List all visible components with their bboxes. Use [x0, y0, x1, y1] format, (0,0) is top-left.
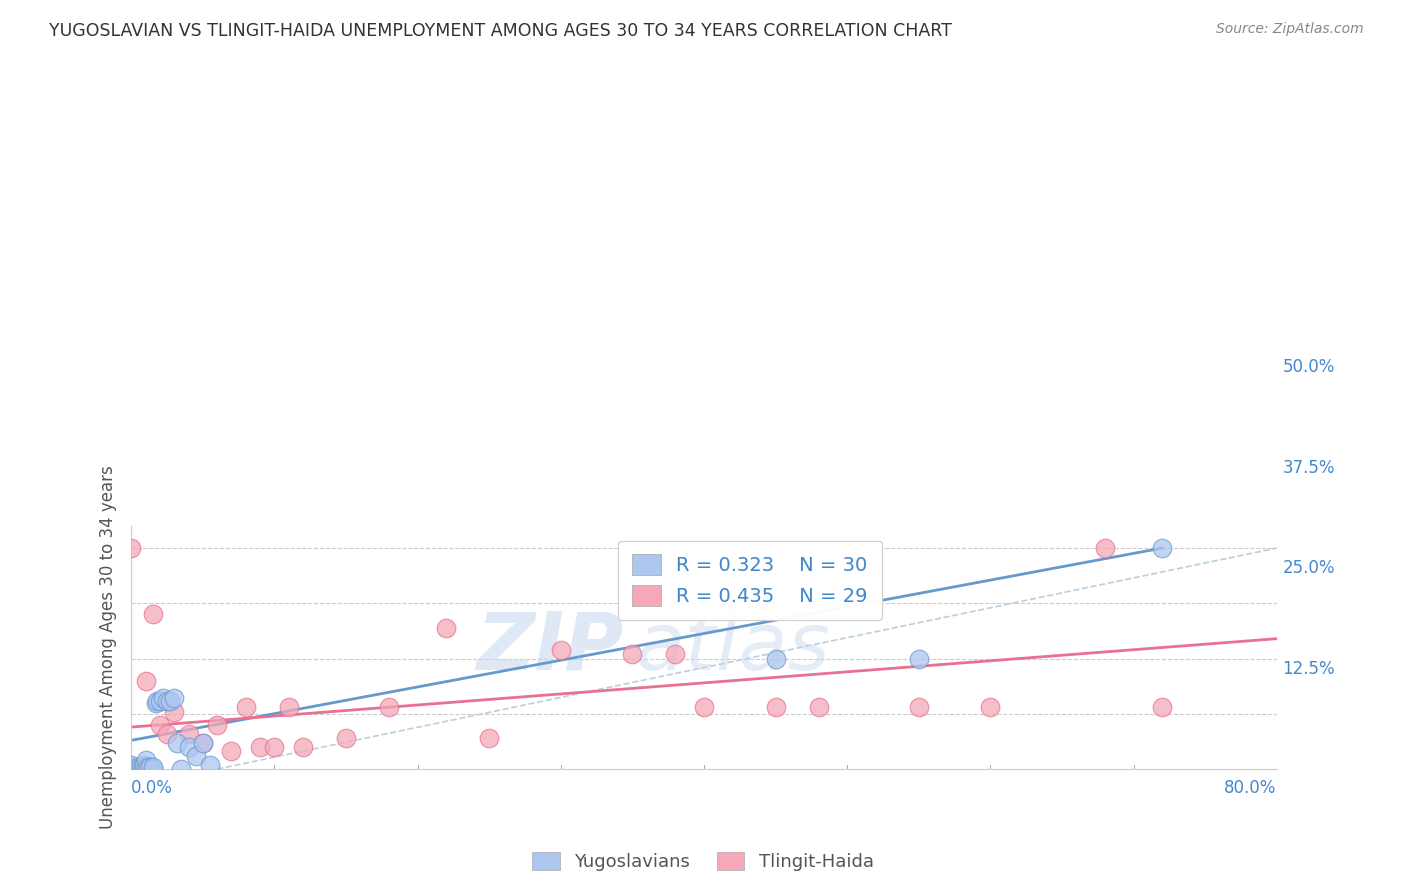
Point — [177, 727, 200, 741]
Point — [149, 693, 172, 707]
Point — [138, 760, 160, 774]
Point — [335, 731, 357, 746]
Point — [156, 727, 179, 741]
Point — [1094, 541, 1116, 555]
Point — [135, 753, 157, 767]
Point — [1152, 541, 1174, 555]
Point — [166, 735, 188, 749]
Point — [170, 762, 193, 776]
Point — [807, 700, 830, 714]
Point — [184, 748, 207, 763]
Point — [693, 700, 716, 714]
Point — [907, 700, 929, 714]
Point — [120, 541, 142, 555]
Text: Source: ZipAtlas.com: Source: ZipAtlas.com — [1216, 22, 1364, 37]
Point — [146, 693, 169, 707]
Point — [198, 757, 221, 772]
Point — [249, 739, 271, 754]
Point — [131, 760, 153, 774]
Point — [152, 691, 174, 706]
Text: 25.0%: 25.0% — [1282, 559, 1334, 577]
Point — [1152, 700, 1174, 714]
Point — [127, 762, 149, 776]
Text: 0.0%: 0.0% — [131, 779, 173, 797]
Legend: Yugoslavians, Tlingit-Haida: Yugoslavians, Tlingit-Haida — [526, 845, 880, 879]
Point — [191, 735, 214, 749]
Point — [142, 607, 165, 622]
Point — [120, 760, 142, 774]
Point — [765, 651, 787, 665]
Point — [131, 762, 153, 776]
Point — [145, 696, 167, 710]
Text: 12.5%: 12.5% — [1282, 659, 1336, 678]
Point — [550, 642, 572, 657]
Point — [235, 700, 257, 714]
Point — [979, 700, 1001, 714]
Point — [120, 757, 142, 772]
Text: atlas: atlas — [636, 608, 830, 687]
Point — [139, 760, 162, 774]
Point — [434, 621, 457, 635]
Point — [163, 705, 186, 719]
Point — [191, 735, 214, 749]
Point — [621, 647, 644, 661]
Point — [765, 700, 787, 714]
Point — [149, 718, 172, 732]
Text: 37.5%: 37.5% — [1282, 458, 1334, 476]
Point — [159, 693, 181, 707]
Point — [205, 718, 228, 732]
Y-axis label: Unemployment Among Ages 30 to 34 years: Unemployment Among Ages 30 to 34 years — [100, 466, 117, 830]
Point — [221, 744, 243, 758]
Point — [907, 651, 929, 665]
Point — [664, 647, 686, 661]
Point — [135, 673, 157, 688]
Point — [134, 757, 156, 772]
Point — [292, 739, 315, 754]
Point — [129, 760, 152, 774]
Point — [478, 731, 501, 746]
Point — [156, 693, 179, 707]
Point — [127, 760, 149, 774]
Legend: R = 0.323    N = 30, R = 0.435    N = 29: R = 0.323 N = 30, R = 0.435 N = 29 — [619, 541, 882, 620]
Text: 50.0%: 50.0% — [1282, 359, 1334, 376]
Point — [135, 760, 157, 774]
Point — [378, 700, 401, 714]
Point — [142, 762, 165, 776]
Point — [163, 691, 186, 706]
Text: ZIP: ZIP — [477, 608, 624, 687]
Text: 80.0%: 80.0% — [1225, 779, 1277, 797]
Point — [277, 700, 299, 714]
Point — [263, 739, 285, 754]
Point — [177, 739, 200, 754]
Point — [142, 760, 165, 774]
Text: YUGOSLAVIAN VS TLINGIT-HAIDA UNEMPLOYMENT AMONG AGES 30 TO 34 YEARS CORRELATION : YUGOSLAVIAN VS TLINGIT-HAIDA UNEMPLOYMEN… — [49, 22, 952, 40]
